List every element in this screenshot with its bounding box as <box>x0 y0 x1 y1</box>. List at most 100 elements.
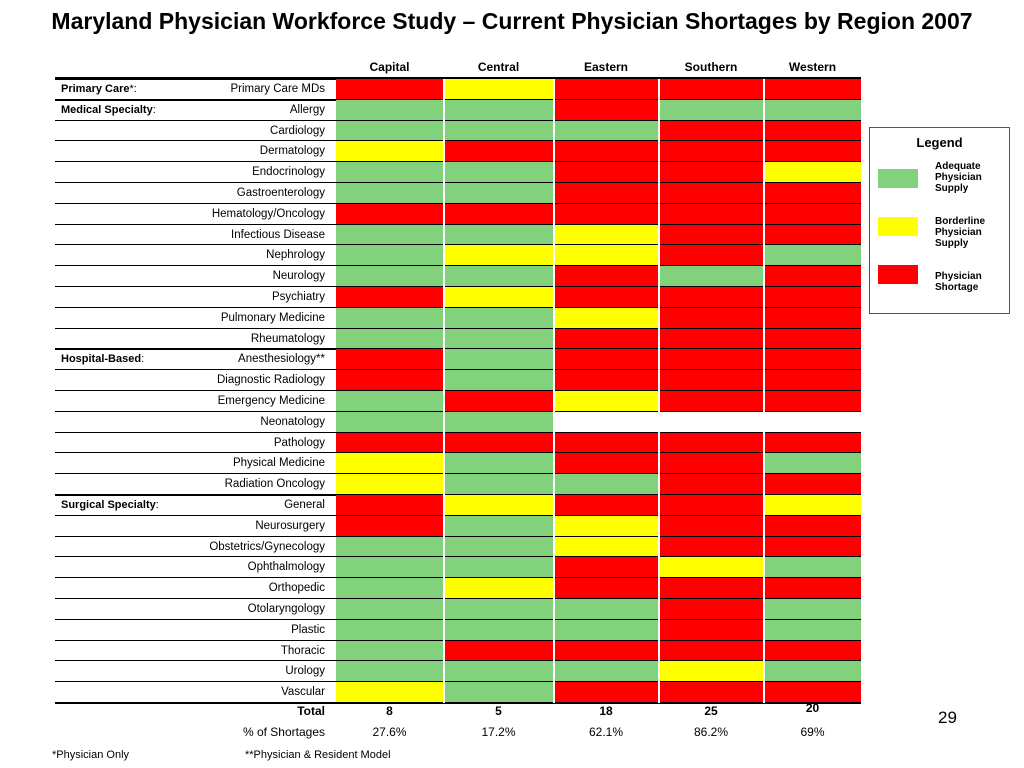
status-cell-southern <box>659 495 763 515</box>
footnote-physician-only: *Physician Only <box>52 749 130 761</box>
status-cell-western <box>764 370 861 390</box>
percent-value-western: 69% <box>800 725 825 739</box>
specialty-label: Orthopedic <box>268 582 325 595</box>
status-cell-western <box>764 391 861 411</box>
row-divider <box>55 410 861 412</box>
column-separator <box>763 79 765 703</box>
specialty-label: Neonatology <box>260 415 325 428</box>
table-top-rule <box>55 77 861 78</box>
status-cell-eastern <box>554 661 658 682</box>
row-divider <box>55 182 861 183</box>
status-cell-central <box>444 474 553 494</box>
specialty-label: Pulmonary Medicine <box>220 311 325 324</box>
status-cell-southern <box>659 432 763 453</box>
status-cell-central <box>444 307 553 328</box>
status-cell-eastern <box>554 162 658 182</box>
column-header-central: Central <box>477 60 520 74</box>
status-cell-capital <box>336 203 443 224</box>
status-cell-capital <box>336 287 443 307</box>
row-divider <box>55 286 861 287</box>
status-cell-southern <box>659 640 763 661</box>
status-cell-capital <box>336 578 443 598</box>
status-cell-central <box>444 557 553 578</box>
status-cell-capital <box>336 183 443 203</box>
column-header-eastern: Eastern <box>583 60 629 74</box>
status-cell-central <box>444 287 553 307</box>
status-cell-capital <box>336 640 443 661</box>
status-cell-western <box>764 515 861 536</box>
page-title: Maryland Physician Workforce Study – Cur… <box>51 8 973 34</box>
row-divider <box>55 577 861 579</box>
status-cell-eastern <box>554 474 658 494</box>
specialty-label: Psychiatry <box>271 291 325 303</box>
specialty-label: Diagnostic Radiology <box>216 374 325 387</box>
status-cell-southern <box>659 453 763 474</box>
group-label-text: Primary Care <box>61 83 130 95</box>
group-label-suffix: : <box>141 353 145 366</box>
status-cell-eastern <box>554 141 658 162</box>
specialty-label: Ophthalmology <box>247 561 325 574</box>
status-cell-central <box>444 203 553 224</box>
percent-value-eastern: 62.1% <box>588 725 624 739</box>
status-cell-central <box>444 370 553 390</box>
group-label: Surgical Specialty: <box>61 495 159 515</box>
row-divider <box>55 452 861 454</box>
status-cell-western <box>764 328 861 349</box>
status-cell-central <box>444 349 553 370</box>
status-cell-eastern <box>554 578 658 598</box>
status-cell-southern <box>659 370 763 390</box>
specialty-label: Rheumatology <box>250 332 325 345</box>
percent-value-capital: 27.6% <box>372 725 407 739</box>
status-cell-central <box>444 578 553 598</box>
status-cell-capital <box>336 224 443 245</box>
status-cell-eastern <box>554 287 658 307</box>
status-cell-central <box>444 536 553 557</box>
status-cell-capital <box>336 495 443 515</box>
status-cell-southern <box>659 349 763 370</box>
status-cell-eastern <box>554 370 658 390</box>
status-cell-central <box>444 599 553 619</box>
row-divider <box>55 390 861 391</box>
status-cell-eastern <box>554 682 658 702</box>
status-cell-southern <box>659 245 763 266</box>
row-divider <box>55 369 861 371</box>
status-cell-western <box>764 453 861 474</box>
status-cell-western <box>764 432 861 453</box>
status-cell-central <box>444 141 553 162</box>
status-cell-capital <box>336 245 443 266</box>
specialty-label: Hematology/Oncology <box>211 207 325 220</box>
status-cell-central <box>444 661 553 682</box>
status-cell-eastern <box>554 79 658 99</box>
status-cell-eastern <box>554 120 658 141</box>
group-label-text: Surgical Specialty <box>61 499 156 511</box>
specialty-label: Pathology <box>273 436 325 449</box>
column-header-southern: Southern <box>684 60 738 74</box>
status-cell-capital <box>336 391 443 411</box>
total-value-capital: 8 <box>386 704 393 718</box>
status-cell-capital <box>336 515 443 536</box>
status-cell-eastern <box>554 349 658 370</box>
status-cell-capital <box>336 349 443 370</box>
status-cell-central <box>444 453 553 474</box>
row-divider <box>55 681 861 683</box>
status-cell-eastern <box>554 203 658 224</box>
status-cell-western <box>764 536 861 557</box>
status-cell-central <box>444 162 553 182</box>
legend-label-shortage: Physician Shortage <box>935 271 982 293</box>
row-divider <box>55 119 861 121</box>
status-cell-western <box>764 661 861 682</box>
status-cell-southern <box>659 599 763 619</box>
row-divider <box>55 244 861 246</box>
legend-label-adequate: Adequate Physician Supply <box>935 161 982 194</box>
status-cell-central <box>444 682 553 702</box>
specialty-label: Anesthesiology** <box>238 353 325 366</box>
status-cell-eastern <box>554 183 658 203</box>
row-divider <box>55 556 861 558</box>
status-cell-central <box>444 640 553 661</box>
table-bottom-rule <box>55 702 861 704</box>
row-divider <box>55 265 861 267</box>
page-number: 29 <box>938 708 957 727</box>
specialty-label: Allergy <box>289 103 325 116</box>
status-cell-eastern <box>554 224 658 245</box>
specialty-label: Thoracic <box>280 644 325 657</box>
